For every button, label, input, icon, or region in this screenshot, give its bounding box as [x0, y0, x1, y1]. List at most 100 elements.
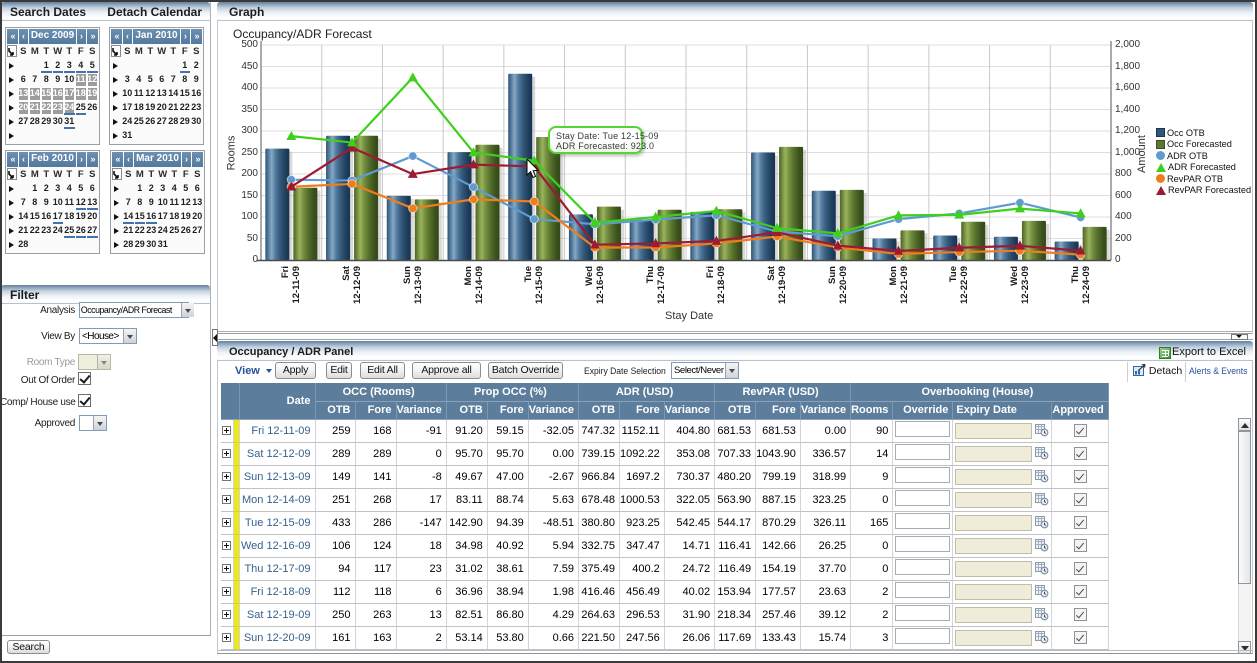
- forecast-chart[interactable]: Occupancy/ADR Forecast Rooms Amount Stay…: [218, 21, 1253, 331]
- revpar-otb-point[interactable]: [468, 194, 479, 205]
- revpar-otb-point[interactable]: [347, 179, 357, 189]
- adr-forecasted-point[interactable]: [286, 130, 297, 140]
- day-cell[interactable]: 3: [124, 74, 130, 84]
- panel-splitter[interactable]: [218, 333, 1253, 334]
- day-cell[interactable]: 13: [192, 197, 203, 207]
- expand-row-button[interactable]: [222, 564, 232, 574]
- day-cell[interactable]: 21: [18, 225, 29, 235]
- day-cell[interactable]: 24: [52, 225, 63, 235]
- day-cell[interactable]: 1: [32, 183, 38, 193]
- day-cell[interactable]: 12: [86, 73, 99, 87]
- occ-otb-bar[interactable]: [751, 152, 776, 261]
- day-cell[interactable]: 14: [18, 211, 29, 221]
- cal-next-year-button[interactable]: »: [87, 152, 98, 167]
- revpar-forecasted-point[interactable]: [650, 238, 661, 248]
- viewby-dropdown-arrow-icon[interactable]: [123, 329, 136, 343]
- revpar-forecasted-point[interactable]: [286, 181, 297, 191]
- adr-forecasted-point[interactable]: [650, 211, 661, 221]
- occ-otb-bar[interactable]: [811, 190, 836, 260]
- day-cell[interactable]: 20: [87, 211, 98, 221]
- day-cell[interactable]: 11: [169, 197, 180, 207]
- override-input[interactable]: [895, 467, 951, 483]
- approved-checkbox[interactable]: [1073, 424, 1087, 437]
- day-cell[interactable]: 28: [18, 239, 29, 249]
- scrollbar-thumb[interactable]: [1238, 431, 1251, 584]
- edit-button[interactable]: Edit: [326, 362, 352, 379]
- day-cell[interactable]: 30: [146, 239, 157, 249]
- calendar-week-selector[interactable]: [7, 73, 18, 87]
- expand-row-button[interactable]: [222, 472, 232, 482]
- occ-otb-bar[interactable]: [447, 152, 472, 260]
- occ-forecasted-bar[interactable]: [414, 199, 439, 260]
- day-cell[interactable]: 25: [75, 101, 87, 115]
- adr-forecasted-point[interactable]: [347, 137, 358, 147]
- day-cell[interactable]: 4: [75, 59, 87, 73]
- occ-otb-bar[interactable]: [629, 219, 654, 260]
- adr-forecasted-point[interactable]: [954, 209, 965, 219]
- expand-row-button[interactable]: [222, 449, 232, 459]
- override-input[interactable]: [895, 444, 951, 460]
- calendar-week-selector[interactable]: [112, 224, 123, 238]
- cal-prev-month-button[interactable]: ‹: [123, 29, 132, 44]
- day-cell[interactable]: 7: [125, 197, 131, 207]
- outoforder-checkbox[interactable]: [78, 372, 91, 385]
- expand-row-button[interactable]: [222, 495, 232, 505]
- day-cell[interactable]: 14: [168, 88, 179, 98]
- cal-prev-month-button[interactable]: ‹: [19, 152, 28, 167]
- day-cell[interactable]: 17: [122, 102, 133, 112]
- day-cell[interactable]: 29: [41, 116, 52, 126]
- day-cell[interactable]: 10: [157, 197, 168, 207]
- occ-otb-bar[interactable]: [993, 236, 1018, 260]
- day-cell[interactable]: 8: [182, 74, 188, 84]
- day-cell[interactable]: 16: [191, 88, 202, 98]
- calendar-week-selector[interactable]: [7, 115, 18, 129]
- detach-calendar-button[interactable]: Detach Calendar: [107, 5, 202, 19]
- day-cell[interactable]: 17: [157, 211, 168, 221]
- calendar-week-selector[interactable]: [111, 59, 122, 73]
- day-cell[interactable]: 8: [32, 197, 38, 207]
- calendar-week-selector[interactable]: [112, 196, 123, 210]
- day-cell[interactable]: 24: [157, 225, 168, 235]
- day-cell[interactable]: 28: [123, 239, 134, 249]
- adr-forecasted-point[interactable]: [1014, 203, 1025, 213]
- approved-checkbox[interactable]: [1073, 608, 1087, 621]
- override-input[interactable]: [895, 421, 951, 437]
- select-all-weeks-icon[interactable]: [111, 45, 121, 57]
- adr-otb-point[interactable]: [529, 214, 539, 224]
- day-cell[interactable]: 19: [75, 211, 86, 221]
- day-cell[interactable]: 8: [137, 197, 143, 207]
- cal-next-year-button[interactable]: »: [87, 29, 98, 44]
- adr-forecasted-point[interactable]: [589, 217, 600, 227]
- day-cell[interactable]: 2: [43, 183, 49, 193]
- day-cell[interactable]: 26: [75, 224, 87, 238]
- calendar-week-selector[interactable]: [7, 196, 18, 210]
- calendar-week-selector[interactable]: [112, 238, 123, 252]
- override-input[interactable]: [895, 513, 951, 529]
- override-input[interactable]: [895, 582, 951, 598]
- day-cell[interactable]: 13: [87, 196, 99, 210]
- day-cell[interactable]: 19: [145, 102, 156, 112]
- day-cell[interactable]: 9: [55, 74, 61, 84]
- cal-prev-year-button[interactable]: «: [7, 152, 18, 167]
- day-cell[interactable]: 11: [75, 73, 87, 87]
- day-cell[interactable]: 12: [180, 197, 191, 207]
- day-cell[interactable]: 21: [123, 225, 134, 235]
- day-cell[interactable]: 2: [52, 59, 64, 73]
- view-menu-button[interactable]: View: [235, 365, 272, 377]
- sidebar-splitter-collapse-button[interactable]: [211, 329, 218, 346]
- day-cell[interactable]: 30: [52, 116, 63, 126]
- expiry-date-picker-icon[interactable]: [1034, 514, 1049, 532]
- calendar-week-selector[interactable]: [7, 210, 18, 224]
- expiry-date-picker-icon[interactable]: [1034, 445, 1049, 463]
- expiry-date-picker-icon[interactable]: [1034, 491, 1049, 509]
- day-cell[interactable]: 29: [134, 239, 145, 249]
- day-cell[interactable]: 7: [170, 74, 176, 84]
- day-cell[interactable]: 16: [52, 87, 64, 101]
- day-cell[interactable]: 27: [156, 116, 167, 126]
- expiry-date-picker-icon[interactable]: [1034, 468, 1049, 486]
- adr-forecasted-point[interactable]: [407, 72, 418, 82]
- panel-splitter[interactable]: [218, 339, 1253, 340]
- day-cell[interactable]: 17: [52, 210, 64, 224]
- day-cell[interactable]: 9: [193, 74, 199, 84]
- cal-next-year-button[interactable]: »: [191, 29, 202, 44]
